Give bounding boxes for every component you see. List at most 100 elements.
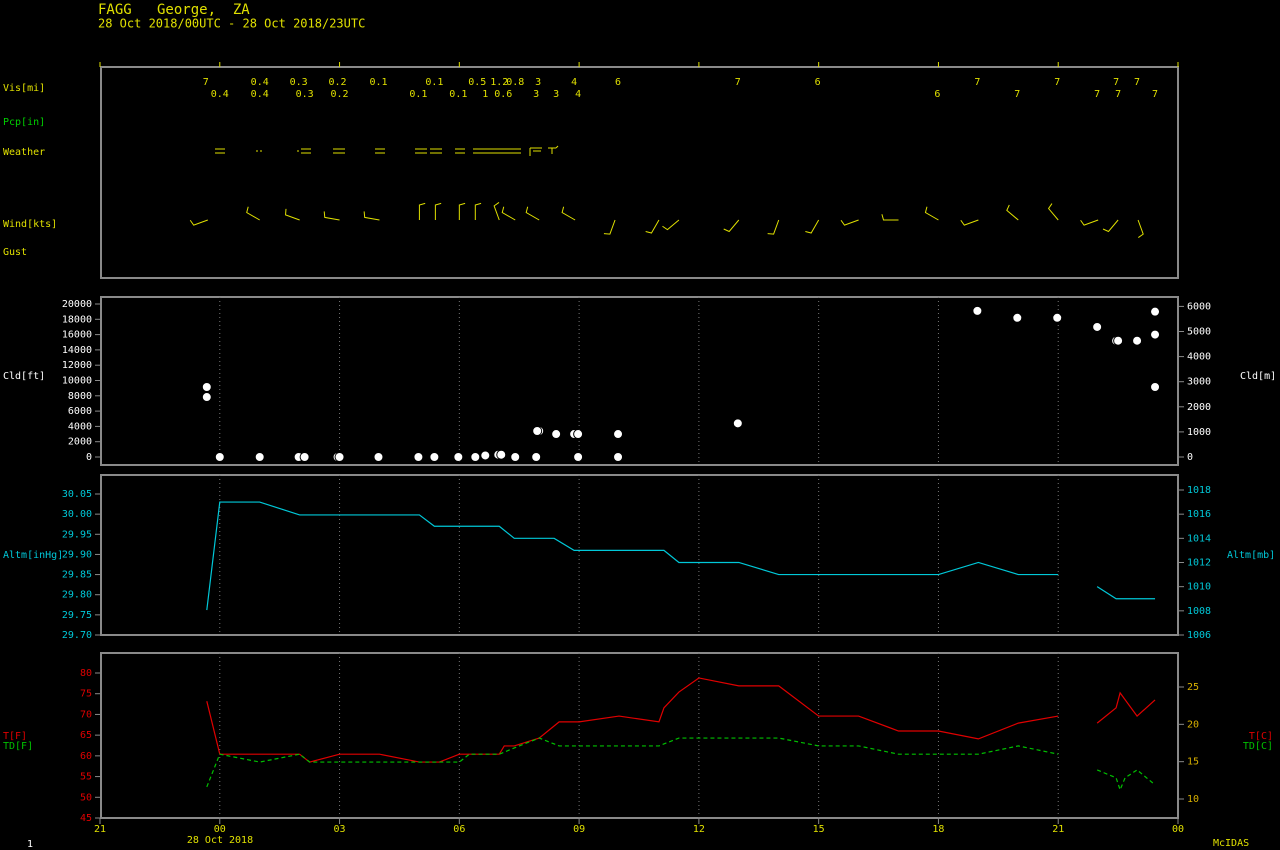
wind-barb xyxy=(561,206,576,221)
y-tick-label: 2000 xyxy=(68,437,92,448)
cloud-point xyxy=(573,452,584,462)
y-tick-label: 50 xyxy=(80,792,92,803)
wind-barb xyxy=(723,219,740,233)
cloud-point xyxy=(1113,335,1124,346)
visibility-value: 0.4 xyxy=(251,77,269,88)
cloud-point xyxy=(470,452,481,462)
y-tick-label: 30.00 xyxy=(62,509,92,520)
y-tick-label: 8000 xyxy=(68,391,92,402)
visibility-value: 0.1 xyxy=(369,77,387,88)
cloud-point xyxy=(334,452,345,462)
visibility-value: 7 xyxy=(735,77,741,88)
wind-barb xyxy=(1080,219,1099,226)
wind-barb xyxy=(323,211,340,221)
cloud-point xyxy=(531,452,542,462)
wind-barb xyxy=(960,219,979,226)
cloud-point xyxy=(453,452,464,462)
visibility-value: 0.3 xyxy=(296,89,314,100)
y-tick-label: 16000 xyxy=(62,330,92,341)
cloud-point xyxy=(613,429,624,440)
x-tick-label: 06 xyxy=(453,824,465,835)
x-tick-label: 15 xyxy=(813,824,825,835)
series-line xyxy=(206,501,1156,611)
wind-barb xyxy=(458,202,466,220)
visibility-value: 0.3 xyxy=(290,77,308,88)
wind-barb xyxy=(645,219,660,234)
y2-tick-label: 1014 xyxy=(1187,533,1211,544)
y-axis-label: Cld[ft] xyxy=(3,371,45,382)
wind-barb xyxy=(603,219,616,235)
visibility-value: 3 xyxy=(533,89,539,100)
y-tick-label: 12000 xyxy=(62,360,92,371)
visibility-value: 0.4 xyxy=(211,89,229,100)
y-tick-label: 80 xyxy=(80,668,92,679)
visibility-value: 1 xyxy=(482,89,488,100)
y2-tick-label: 1012 xyxy=(1187,558,1211,569)
visibility-value: 7 xyxy=(1054,77,1060,88)
visibility-value: 7 xyxy=(1014,89,1020,100)
visibility-value: 6 xyxy=(934,89,940,100)
y2-tick-label: 1016 xyxy=(1187,509,1211,520)
x-axis-label: 28 Oct 2018 xyxy=(187,835,253,846)
y2-tick-label: 2000 xyxy=(1187,402,1211,413)
y2-tick-label: 5000 xyxy=(1187,327,1211,338)
y2-axis-label: T[C] xyxy=(1249,731,1273,742)
cloud-point xyxy=(613,452,624,462)
cloud-point xyxy=(201,392,212,403)
wind-barb xyxy=(189,219,208,226)
cloud-point xyxy=(532,425,543,436)
period: 28 Oct 2018/00UTC - 28 Oct 2018/23UTC xyxy=(98,17,365,31)
y-tick-label: 29.75 xyxy=(62,610,92,621)
y-tick-label: 70 xyxy=(80,709,92,720)
y2-tick-label: 1006 xyxy=(1187,630,1211,641)
wind-barb xyxy=(881,214,899,221)
wind-barb xyxy=(246,206,260,221)
wind-barb xyxy=(924,206,939,221)
x-tick-label: 00 xyxy=(1172,824,1184,835)
y-tick-label: 29.80 xyxy=(62,590,92,601)
x-tick-label: 00 xyxy=(214,824,226,835)
weather-symbols xyxy=(215,145,559,156)
visibility-value: 7 xyxy=(1134,77,1140,88)
cloud-point xyxy=(1132,335,1143,346)
wind-barb xyxy=(363,211,380,221)
x-tick-label: 03 xyxy=(334,824,346,835)
visibility-value: 3 xyxy=(553,89,559,100)
cloud-point xyxy=(429,452,440,462)
y2-tick-label: 25 xyxy=(1187,682,1199,693)
series-line xyxy=(206,677,1156,763)
cloud-point xyxy=(1012,312,1023,323)
y2-tick-label: 4000 xyxy=(1187,352,1211,363)
x-tick-label: 09 xyxy=(573,824,585,835)
wind-barb xyxy=(805,219,820,234)
y-tick-label: 4000 xyxy=(68,421,92,432)
wind-barb xyxy=(418,202,426,220)
wind-barb xyxy=(1137,219,1144,238)
row-label: Vis[mi] xyxy=(3,83,45,94)
y-tick-label: 14000 xyxy=(62,345,92,356)
y-tick-label: 10000 xyxy=(62,376,92,387)
cloud-point xyxy=(413,452,424,462)
row-label: Pcp[in] xyxy=(3,117,45,128)
wind-barb xyxy=(474,202,482,220)
station-panel xyxy=(100,66,1179,279)
y2-tick-label: 1018 xyxy=(1187,485,1211,496)
cloud-point xyxy=(496,449,507,460)
visibility-value: 1.2 xyxy=(490,77,508,88)
visibility-value: 7 xyxy=(1115,89,1121,100)
y-tick-label: 29.90 xyxy=(62,549,92,560)
wind-barb xyxy=(840,219,859,226)
y-tick-label: 0 xyxy=(86,452,92,463)
x-tick-label: 18 xyxy=(932,824,944,835)
y-tick-label: 30.05 xyxy=(62,489,92,500)
y2-tick-label: 6000 xyxy=(1187,301,1211,312)
visibility-value: 7 xyxy=(1113,77,1119,88)
cloud-point xyxy=(510,452,521,462)
y-tick-label: 29.95 xyxy=(62,529,92,540)
visibility-value: 7 xyxy=(1152,89,1158,100)
x-tick-label: 21 xyxy=(1052,824,1064,835)
visibility-value: 0.1 xyxy=(449,89,467,100)
y-tick-label: 18000 xyxy=(62,314,92,325)
